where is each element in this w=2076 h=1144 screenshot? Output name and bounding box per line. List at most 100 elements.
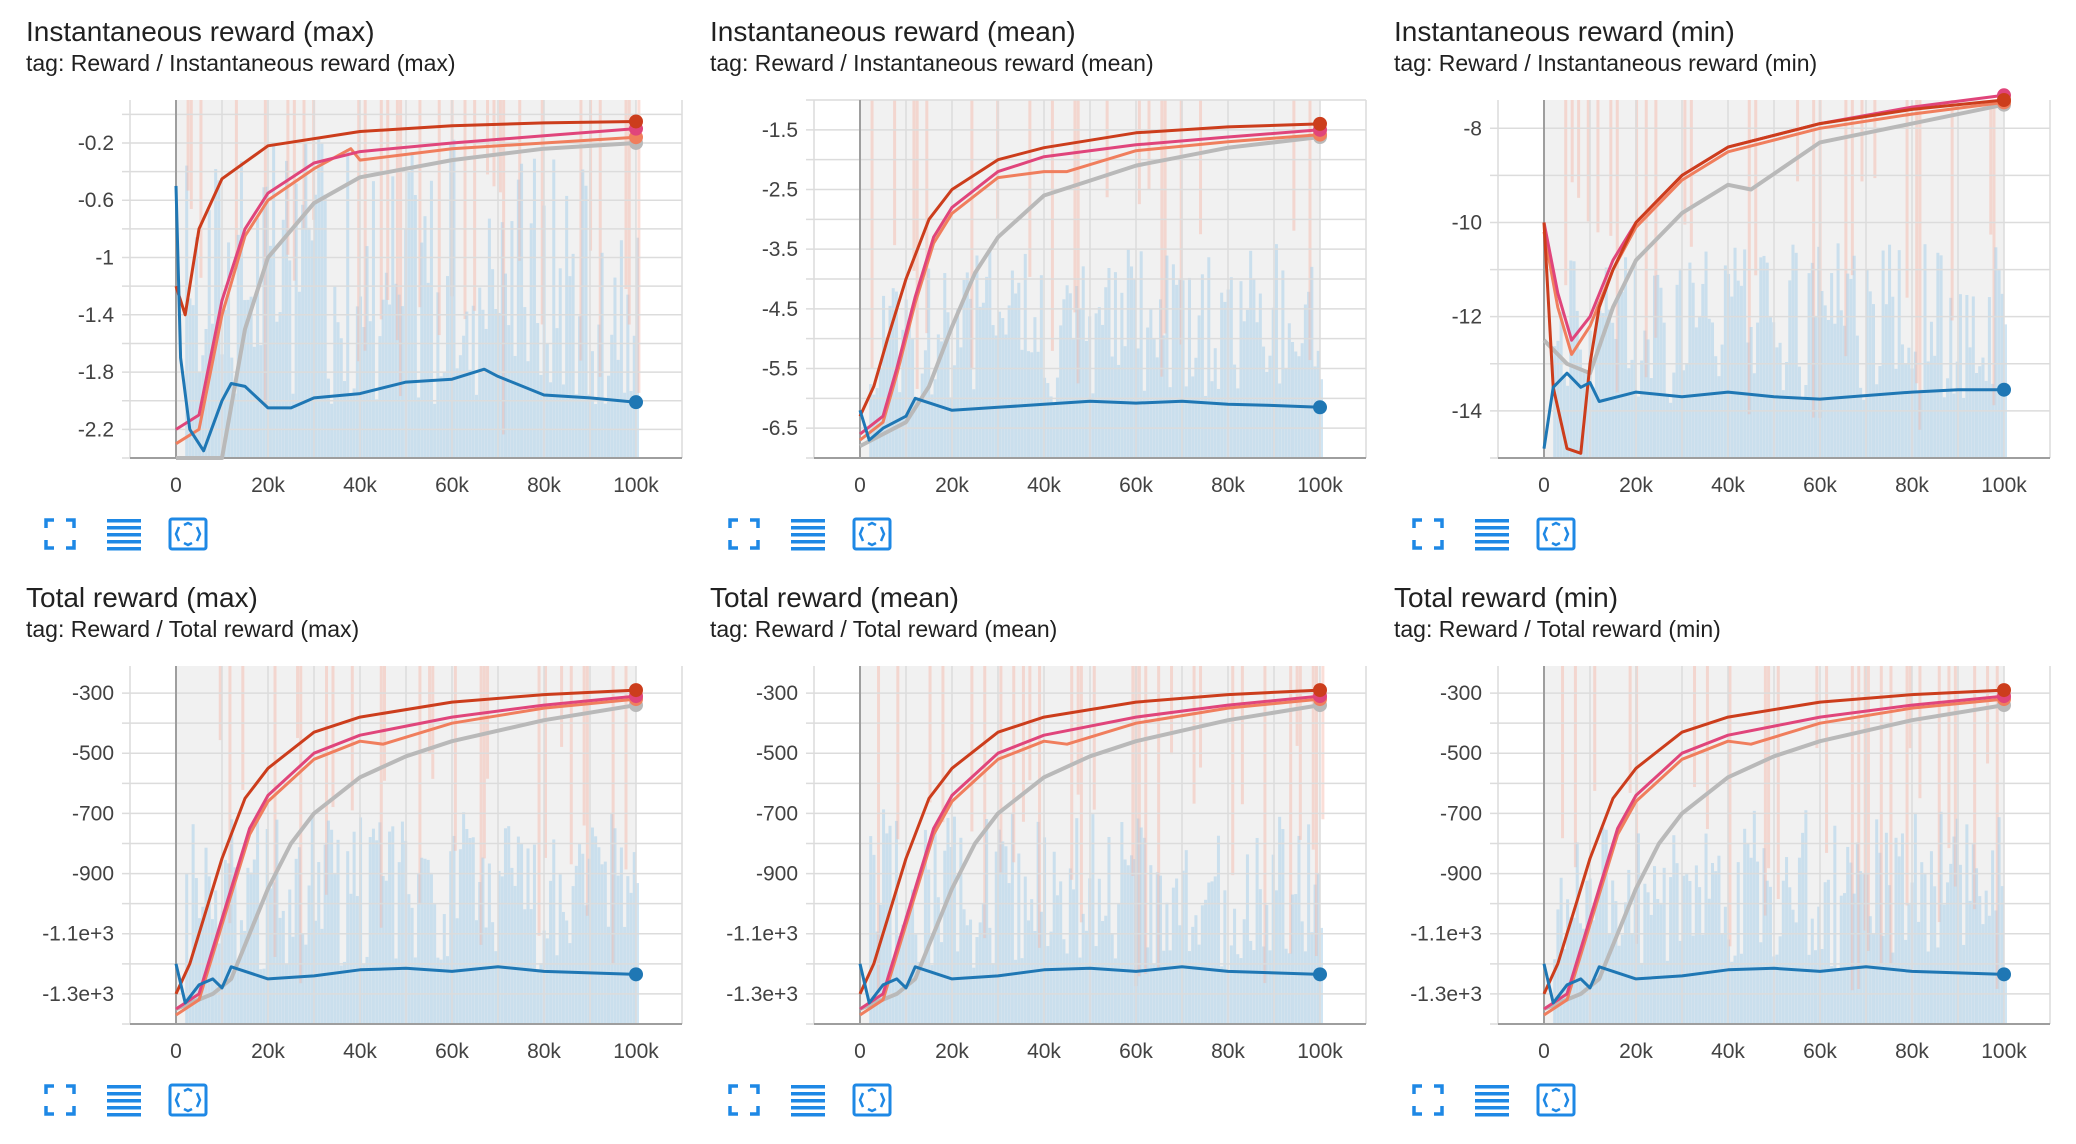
y-tick-label: -500 (72, 742, 114, 765)
raw-bar (1229, 945, 1233, 1024)
raw-bar (1765, 262, 1769, 458)
raw-bar (1984, 890, 1988, 1024)
raw-bar (1078, 957, 1082, 1024)
series-line-pink (859, 128, 1321, 436)
raw-bar (375, 840, 379, 1024)
raw-bar (1656, 898, 1660, 1024)
raw-bar (1866, 666, 1870, 951)
raw-bar (1767, 666, 1771, 869)
toggle-log-scale-button[interactable] (786, 1078, 830, 1122)
raw-bar (1303, 951, 1307, 1024)
raw-bar (1950, 100, 1954, 321)
fit-domain-button[interactable] (166, 512, 210, 556)
y-tick-label: -4.5 (762, 298, 798, 321)
fullscreen-button[interactable] (722, 1078, 766, 1122)
fit-domain-icon (852, 517, 892, 551)
raw-bar (1573, 666, 1577, 868)
fit-domain-button[interactable] (850, 1078, 894, 1122)
raw-bar (1570, 100, 1574, 183)
raw-bar (998, 311, 1001, 458)
raw-bar (1768, 886, 1772, 1024)
raw-bar (1820, 290, 1824, 458)
raw-bar (320, 928, 324, 1024)
fullscreen-button[interactable] (1406, 512, 1450, 556)
series-line-blue (1542, 963, 2005, 1005)
fullscreen-button[interactable] (1406, 1078, 1450, 1122)
toggle-log-scale-icon (107, 1085, 141, 1117)
fit-domain-button[interactable] (850, 512, 894, 556)
raw-bar (479, 666, 483, 945)
toggle-log-scale-button[interactable] (1470, 1078, 1514, 1122)
raw-bar (946, 817, 950, 1024)
fit-domain-button[interactable] (1534, 512, 1578, 556)
fullscreen-icon (44, 518, 76, 550)
raw-bar (574, 865, 578, 1024)
raw-bar (1939, 811, 1943, 1024)
raw-bar (500, 222, 504, 458)
raw-bar (923, 350, 927, 458)
fullscreen-button[interactable] (722, 512, 766, 556)
raw-bar (1747, 100, 1751, 415)
toggle-log-scale-button[interactable] (102, 512, 146, 556)
toggle-log-scale-button[interactable] (786, 512, 830, 556)
raw-bar (1223, 890, 1227, 1024)
raw-bar (529, 223, 533, 458)
raw-bar (568, 276, 572, 458)
raw-bar (1918, 666, 1922, 799)
y-tick-label: -700 (756, 802, 798, 825)
fit-domain-icon (168, 1083, 208, 1117)
fit-domain-button[interactable] (166, 1078, 210, 1122)
line-chart[interactable]: 0 20k 40k 60k 80k 100k -300 -500 -700 -900 -1.1e+3… (1368, 566, 2052, 1066)
raw-bar (1242, 321, 1246, 458)
raw-bar (1004, 334, 1008, 458)
raw-bar (1989, 100, 1993, 235)
raw-bar (1714, 871, 1718, 1024)
raw-bar (1915, 100, 1919, 384)
line-chart[interactable]: 0 20k 40k 60k 80k 100k -300 -500 -700 -900 -1.1e+3… (684, 566, 1368, 1066)
raw-bar (198, 918, 202, 1024)
raw-bar (978, 306, 982, 458)
raw-bar (1292, 100, 1296, 231)
raw-bar (925, 100, 929, 334)
raw-bar (1136, 818, 1140, 1024)
chart-toolbar (722, 1078, 962, 1122)
toggle-log-scale-icon (791, 519, 825, 551)
raw-bar (1130, 266, 1134, 458)
raw-bar (246, 299, 250, 458)
raw-bar (503, 828, 507, 1024)
line-chart[interactable]: 0 20k 40k 60k 80k 100k -8 -10 -12 -14 (1368, 0, 2052, 500)
raw-bar (339, 338, 343, 458)
line-chart[interactable]: 0 20k 40k 60k 80k 100k -0.2 -0.6 -1 -1.4 -1.8 -2.2 (0, 0, 684, 500)
line-chart[interactable]: 0 20k 40k 60k 80k 100k -300 -500 -700 -900 -1.1e+3… (0, 566, 684, 1066)
fit-domain-button[interactable] (1534, 1078, 1578, 1122)
raw-bar (494, 309, 498, 458)
raw-bar (1863, 666, 1867, 931)
fullscreen-button[interactable] (38, 1078, 82, 1122)
raw-bar (1252, 950, 1256, 1024)
toggle-log-scale-button[interactable] (102, 1078, 146, 1122)
raw-bar (1020, 349, 1024, 458)
line-chart[interactable]: 0 20k 40k 60k 80k 100k -1.5 -2.5 -3.5 -4.5 -5.5 -6.… (684, 0, 1368, 500)
y-tick-label: -1.3e+3 (42, 983, 114, 1006)
grid (806, 99, 1367, 459)
raw-bar (463, 100, 467, 320)
raw-bar (1204, 899, 1208, 1024)
raw-bar (233, 867, 237, 1024)
raw-bar (1585, 880, 1589, 1024)
raw-bar (1142, 837, 1146, 1024)
toggle-log-scale-button[interactable] (1470, 512, 1514, 556)
raw-bar (1094, 946, 1098, 1024)
raw-bar (1615, 100, 1619, 393)
raw-bar (983, 666, 987, 939)
raw-bar (1271, 854, 1275, 1024)
raw-bar (1001, 841, 1005, 1024)
raw-bar (365, 246, 369, 458)
raw-bar (301, 204, 305, 458)
raw-bar (1149, 308, 1153, 458)
raw-bar (1036, 821, 1040, 1024)
raw-bar (1649, 914, 1653, 1024)
raw-bar (1968, 347, 1972, 458)
fullscreen-button[interactable] (38, 512, 82, 556)
raw-bar (1788, 887, 1792, 1024)
raw-bar (1653, 866, 1657, 1024)
